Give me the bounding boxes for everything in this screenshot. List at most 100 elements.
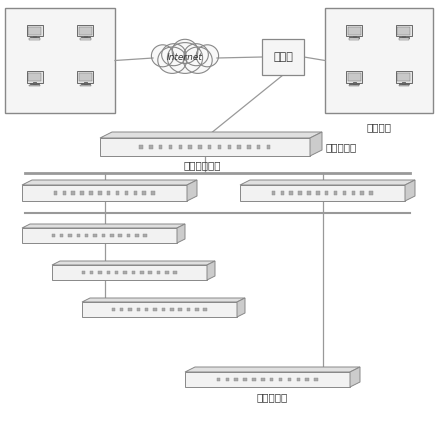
Bar [125, 191, 128, 195]
Bar [145, 308, 148, 311]
Bar [110, 234, 114, 237]
Ellipse shape [196, 45, 219, 67]
Bar [98, 191, 102, 195]
Bar [84, 83, 87, 84]
Bar [51, 234, 55, 237]
Bar [79, 27, 92, 35]
Bar [77, 25, 93, 36]
Bar [79, 73, 92, 81]
Bar [115, 271, 118, 274]
Text: 核心交换机: 核心交换机 [326, 142, 357, 152]
Bar [132, 271, 135, 274]
Polygon shape [240, 180, 415, 185]
Bar [80, 191, 84, 195]
Bar [396, 25, 412, 36]
Bar [262, 39, 304, 75]
Bar [349, 83, 359, 84]
Bar [349, 85, 359, 86]
Bar [261, 378, 264, 381]
Bar [349, 38, 359, 40]
Bar [247, 145, 251, 149]
Ellipse shape [183, 47, 212, 73]
Bar [120, 308, 124, 311]
Bar [343, 191, 346, 195]
Polygon shape [52, 261, 215, 265]
Bar [203, 308, 207, 311]
Bar [352, 191, 355, 195]
Bar [216, 378, 220, 381]
Polygon shape [82, 302, 237, 317]
Bar [159, 145, 162, 149]
Bar [352, 36, 356, 38]
Ellipse shape [184, 44, 209, 66]
Bar [188, 145, 192, 149]
Bar [116, 191, 119, 195]
Polygon shape [22, 228, 177, 243]
Bar [89, 191, 93, 195]
Bar [134, 191, 137, 195]
Bar [112, 308, 115, 311]
Bar [298, 191, 302, 195]
Bar [399, 37, 409, 38]
Bar [360, 191, 364, 195]
Bar [81, 37, 90, 38]
Bar [399, 83, 409, 84]
Bar [68, 234, 72, 237]
Bar [290, 191, 293, 195]
Text: 应用服务器: 应用服务器 [257, 392, 288, 402]
Polygon shape [185, 367, 360, 372]
Bar [151, 191, 155, 195]
Bar [267, 145, 270, 149]
Bar [80, 38, 91, 40]
Polygon shape [185, 372, 350, 387]
Text: 负载均衡双机: 负载均衡双机 [184, 160, 221, 170]
Bar [29, 38, 40, 40]
Bar [235, 378, 238, 381]
Bar [81, 83, 90, 84]
Bar [314, 378, 318, 381]
Bar [396, 71, 412, 83]
Bar [399, 85, 409, 86]
Bar [334, 191, 337, 195]
Bar [28, 27, 41, 35]
Bar [135, 234, 139, 237]
Bar [346, 71, 362, 83]
Bar [397, 73, 411, 81]
Bar [30, 37, 40, 38]
Bar [187, 308, 190, 311]
Bar [153, 308, 157, 311]
Bar [157, 271, 160, 274]
Bar [60, 234, 63, 237]
Polygon shape [177, 224, 185, 243]
Polygon shape [52, 265, 207, 280]
Bar [90, 271, 93, 274]
Bar [169, 145, 172, 149]
Bar [307, 191, 311, 195]
Bar [107, 191, 110, 195]
Bar [288, 378, 291, 381]
Bar [173, 271, 177, 274]
Text: 防火墙: 防火墙 [273, 52, 293, 62]
Bar [237, 145, 241, 149]
Bar [143, 191, 146, 195]
Bar [227, 145, 231, 149]
Bar [93, 234, 97, 237]
Bar [77, 234, 80, 237]
Bar [279, 378, 282, 381]
Bar [29, 85, 40, 86]
Polygon shape [22, 185, 187, 201]
Bar [27, 71, 43, 83]
Bar [54, 191, 57, 195]
Bar [218, 145, 221, 149]
Bar [148, 271, 152, 274]
Bar [325, 8, 433, 113]
Bar [257, 145, 260, 149]
Bar [305, 378, 309, 381]
Bar [80, 85, 91, 86]
Bar [348, 73, 361, 81]
Bar [33, 83, 36, 84]
Polygon shape [350, 367, 360, 387]
Bar [402, 83, 405, 84]
Polygon shape [100, 138, 310, 156]
Bar [140, 271, 143, 274]
